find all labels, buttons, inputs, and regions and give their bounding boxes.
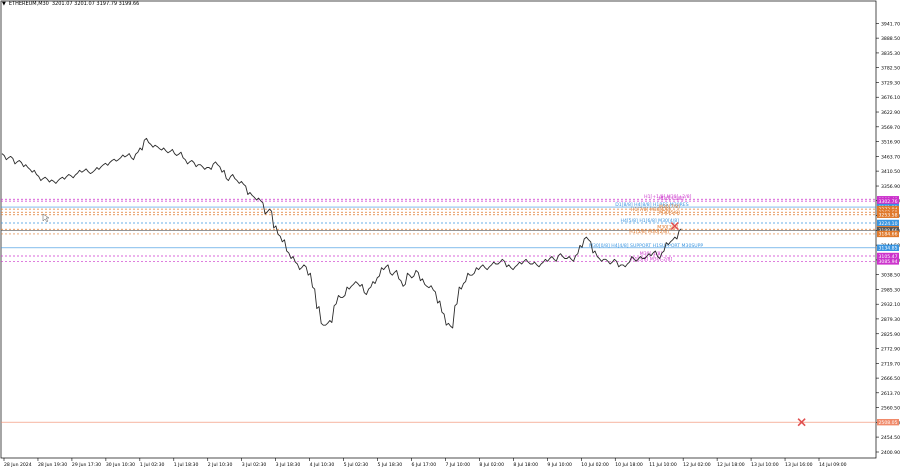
x-tick-label: 3 Jul 18:30 bbox=[276, 462, 301, 468]
x-tick-label: 10 Jul 18:00 bbox=[615, 462, 643, 468]
x-tick-label: 28 Jun 2024 bbox=[4, 462, 32, 468]
x-tick-label: 1 Jul 18:30 bbox=[174, 462, 199, 468]
level-price-tag-text: 3134.85 bbox=[879, 246, 898, 252]
x-tick-label: 9 Jul 10:00 bbox=[547, 462, 572, 468]
x-tick-label: 12 Jul 18:00 bbox=[717, 462, 745, 468]
ohlc-readout: 3201.07 3201.07 3197.79 3199.66 bbox=[51, 1, 140, 7]
level-price-tag-text: 3253.58 bbox=[879, 213, 898, 219]
y-tick-label: 2879.30 bbox=[881, 317, 900, 323]
x-tick-label: 6 Jul 17:00 bbox=[412, 462, 437, 468]
y-tick-label: 3356.90 bbox=[881, 184, 900, 190]
y-tick-label: 2772.90 bbox=[881, 347, 900, 353]
x-tick-label: 10 Jul 02:00 bbox=[581, 462, 609, 468]
y-tick-label: 2932.10 bbox=[881, 302, 900, 308]
x-tick-label: 8 Jul 02:00 bbox=[479, 462, 504, 468]
x-tick-label: 28 Jun 19:30 bbox=[38, 462, 67, 468]
level-label: H1[+1/8] M30[+2/8] bbox=[644, 194, 692, 200]
level-label: M30[7/8] bbox=[659, 204, 680, 210]
level-price-tag-text: 3302.76 bbox=[879, 199, 898, 205]
level-price-tag-text: 3105.47 bbox=[879, 254, 898, 260]
y-tick-label: 3038.50 bbox=[881, 273, 900, 279]
y-tick-label: 2985.30 bbox=[881, 287, 900, 293]
level-price-tag-text: 3224.10 bbox=[879, 221, 898, 227]
x-tick-label: 2 Jul 10:30 bbox=[208, 462, 233, 468]
y-tick-label: 3835.30 bbox=[881, 51, 900, 57]
y-tick-label: 2400.90 bbox=[881, 450, 900, 456]
level-price-tag-text: 3184.66 bbox=[879, 232, 898, 238]
level-price-tag bbox=[877, 230, 899, 238]
level-label: H1[7/8] M30[6/8] bbox=[631, 207, 671, 213]
x-tick-label: 13 Jul 16:00 bbox=[785, 462, 813, 468]
y-tick-label: 3463.70 bbox=[881, 154, 900, 160]
x-tick-label: 7 Jul 10:00 bbox=[445, 462, 470, 468]
level-label: M30[+1/8] bbox=[659, 196, 684, 202]
x-tick-label: 30 Jun 10:30 bbox=[106, 462, 135, 468]
y-tick-label: 3941.70 bbox=[881, 21, 900, 27]
level-label: D1[8/8] H4[8/8] H1RES M30RES bbox=[615, 202, 688, 208]
level-price-tag bbox=[877, 197, 899, 205]
mouse-cursor-icon bbox=[42, 213, 50, 223]
level-price-tag bbox=[877, 244, 899, 252]
y-tick-label: 2613.70 bbox=[881, 391, 900, 397]
close-marker-icon bbox=[797, 418, 806, 427]
x-tick-label: 29 Jun 17:30 bbox=[72, 462, 101, 468]
y-tick-label: 2560.50 bbox=[881, 406, 900, 412]
level-price-tag bbox=[877, 418, 899, 426]
y-tick-label: 3676.10 bbox=[881, 95, 900, 101]
level-price-tag bbox=[877, 211, 899, 218]
x-tick-label: 12 Jul 02:00 bbox=[683, 462, 711, 468]
level-label: M30[0/8] H4[4/8] SUPPORT H1SUPPORT M30SU… bbox=[589, 243, 703, 249]
level-price-tag bbox=[877, 219, 899, 227]
level-price-tag bbox=[877, 258, 899, 265]
symbol-label: ETHEREUM,M30 bbox=[8, 1, 49, 7]
y-tick-label: 2825.90 bbox=[881, 332, 900, 338]
y-tick-label: 3569.70 bbox=[881, 125, 900, 131]
level-price-tag bbox=[877, 227, 899, 234]
x-tick-label: 3 Jul 02:30 bbox=[242, 462, 267, 468]
level-label: H1[3/8] M30[-2/8] bbox=[631, 256, 672, 262]
level-label: M30[3/8] bbox=[657, 224, 678, 230]
level-label: M30[5/8] bbox=[659, 210, 680, 216]
y-tick-label: 2666.50 bbox=[881, 376, 900, 382]
y-tick-label: 3782.50 bbox=[881, 66, 900, 72]
level-price-tag-text: 2508.05 bbox=[879, 420, 898, 426]
x-tick-label: 5 Jul 18:30 bbox=[378, 462, 403, 468]
x-tick-label: 5 Jul 02:30 bbox=[344, 462, 369, 468]
y-tick-label: 2719.70 bbox=[881, 361, 900, 367]
level-price-tag-text: 3085.94 bbox=[879, 259, 898, 265]
y-tick-label: 3729.30 bbox=[881, 80, 900, 86]
price-series-line bbox=[1, 137, 682, 329]
level-price-tag bbox=[877, 252, 899, 260]
level-label: M30[-1/8] bbox=[640, 251, 663, 257]
chart-title-bar: ▼ ETHEREUM,M30 3201.07 3201.07 3197.79 3… bbox=[2, 1, 139, 7]
y-tick-label: 3888.50 bbox=[881, 36, 900, 42]
x-tick-label: 8 Jul 18:00 bbox=[513, 462, 538, 468]
x-tick-label: 13 Jul 10:00 bbox=[751, 462, 779, 468]
chevron-down-icon[interactable]: ▼ bbox=[2, 1, 6, 7]
y-tick-label: 3410.50 bbox=[881, 169, 900, 175]
x-tick-label: 4 Jul 10:30 bbox=[310, 462, 335, 468]
close-marker-icon bbox=[670, 221, 679, 231]
x-tick-label: 11 Jul 10:00 bbox=[649, 462, 677, 468]
y-tick-label: 3516.90 bbox=[881, 140, 900, 146]
y-tick-label: 2454.50 bbox=[881, 435, 900, 441]
x-tick-label: 1 Jul 02:30 bbox=[140, 462, 165, 468]
level-label: H1[5/8] M30[2/8] bbox=[629, 229, 669, 235]
y-tick-label: 3622.90 bbox=[881, 110, 900, 116]
x-tick-label: 14 Jul 09:00 bbox=[819, 462, 847, 468]
level-label: H4[5/8] H1[6/8] M30[4/8] bbox=[621, 218, 680, 224]
